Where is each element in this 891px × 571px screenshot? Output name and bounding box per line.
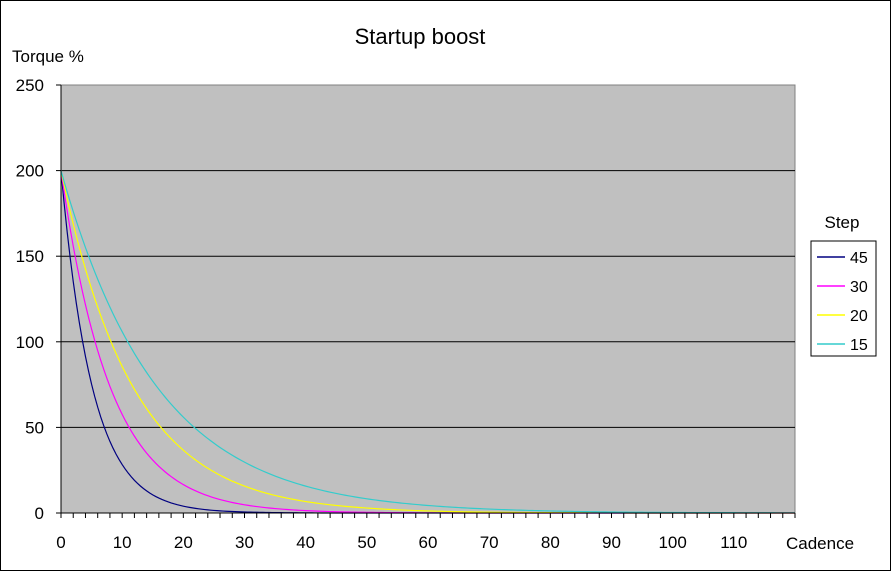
x-tick-label: 40 <box>296 533 315 552</box>
y-tick-labels: 0 50 100 150 200 250 <box>16 76 44 523</box>
x-tick-label: 110 <box>720 533 747 552</box>
axes <box>56 84 796 518</box>
y-tick-label: 0 <box>35 504 44 523</box>
x-tick-labels: 0 10 20 30 40 50 60 70 80 90 100 110 <box>56 533 747 552</box>
y-tick-label: 50 <box>25 418 44 437</box>
legend-label-20: 20 <box>850 308 868 325</box>
y-axis-label: Torque % <box>12 47 84 66</box>
y-tick-label: 150 <box>16 247 44 266</box>
x-tick-label: 50 <box>357 533 376 552</box>
x-tick-label: 70 <box>480 533 499 552</box>
y-tick-label: 250 <box>16 76 44 95</box>
x-tick-label: 10 <box>113 533 132 552</box>
y-tick-label: 200 <box>16 162 44 181</box>
x-tick-label: 20 <box>174 533 193 552</box>
grid-lines <box>61 170 795 428</box>
legend-title: Step <box>825 213 860 232</box>
legend-label-15: 15 <box>850 337 868 354</box>
plot-area <box>60 84 796 514</box>
legend-label-45: 45 <box>850 250 868 267</box>
series-line-15 <box>60 170 796 514</box>
legend-label-30: 30 <box>850 279 868 296</box>
legend-box <box>810 240 877 357</box>
x-tick-label: 0 <box>56 533 65 552</box>
y-tick-label: 100 <box>16 333 44 352</box>
x-tick-label: 80 <box>541 533 560 552</box>
chart-title: Startup boost <box>355 24 486 49</box>
legend: 45 30 20 15 <box>810 240 877 357</box>
x-tick-label: 90 <box>602 533 621 552</box>
x-tick-label: 100 <box>658 533 686 552</box>
x-tick-label: 60 <box>419 533 438 552</box>
x-axis-label: Cadence <box>786 534 854 553</box>
x-tick-label: 30 <box>235 533 254 552</box>
